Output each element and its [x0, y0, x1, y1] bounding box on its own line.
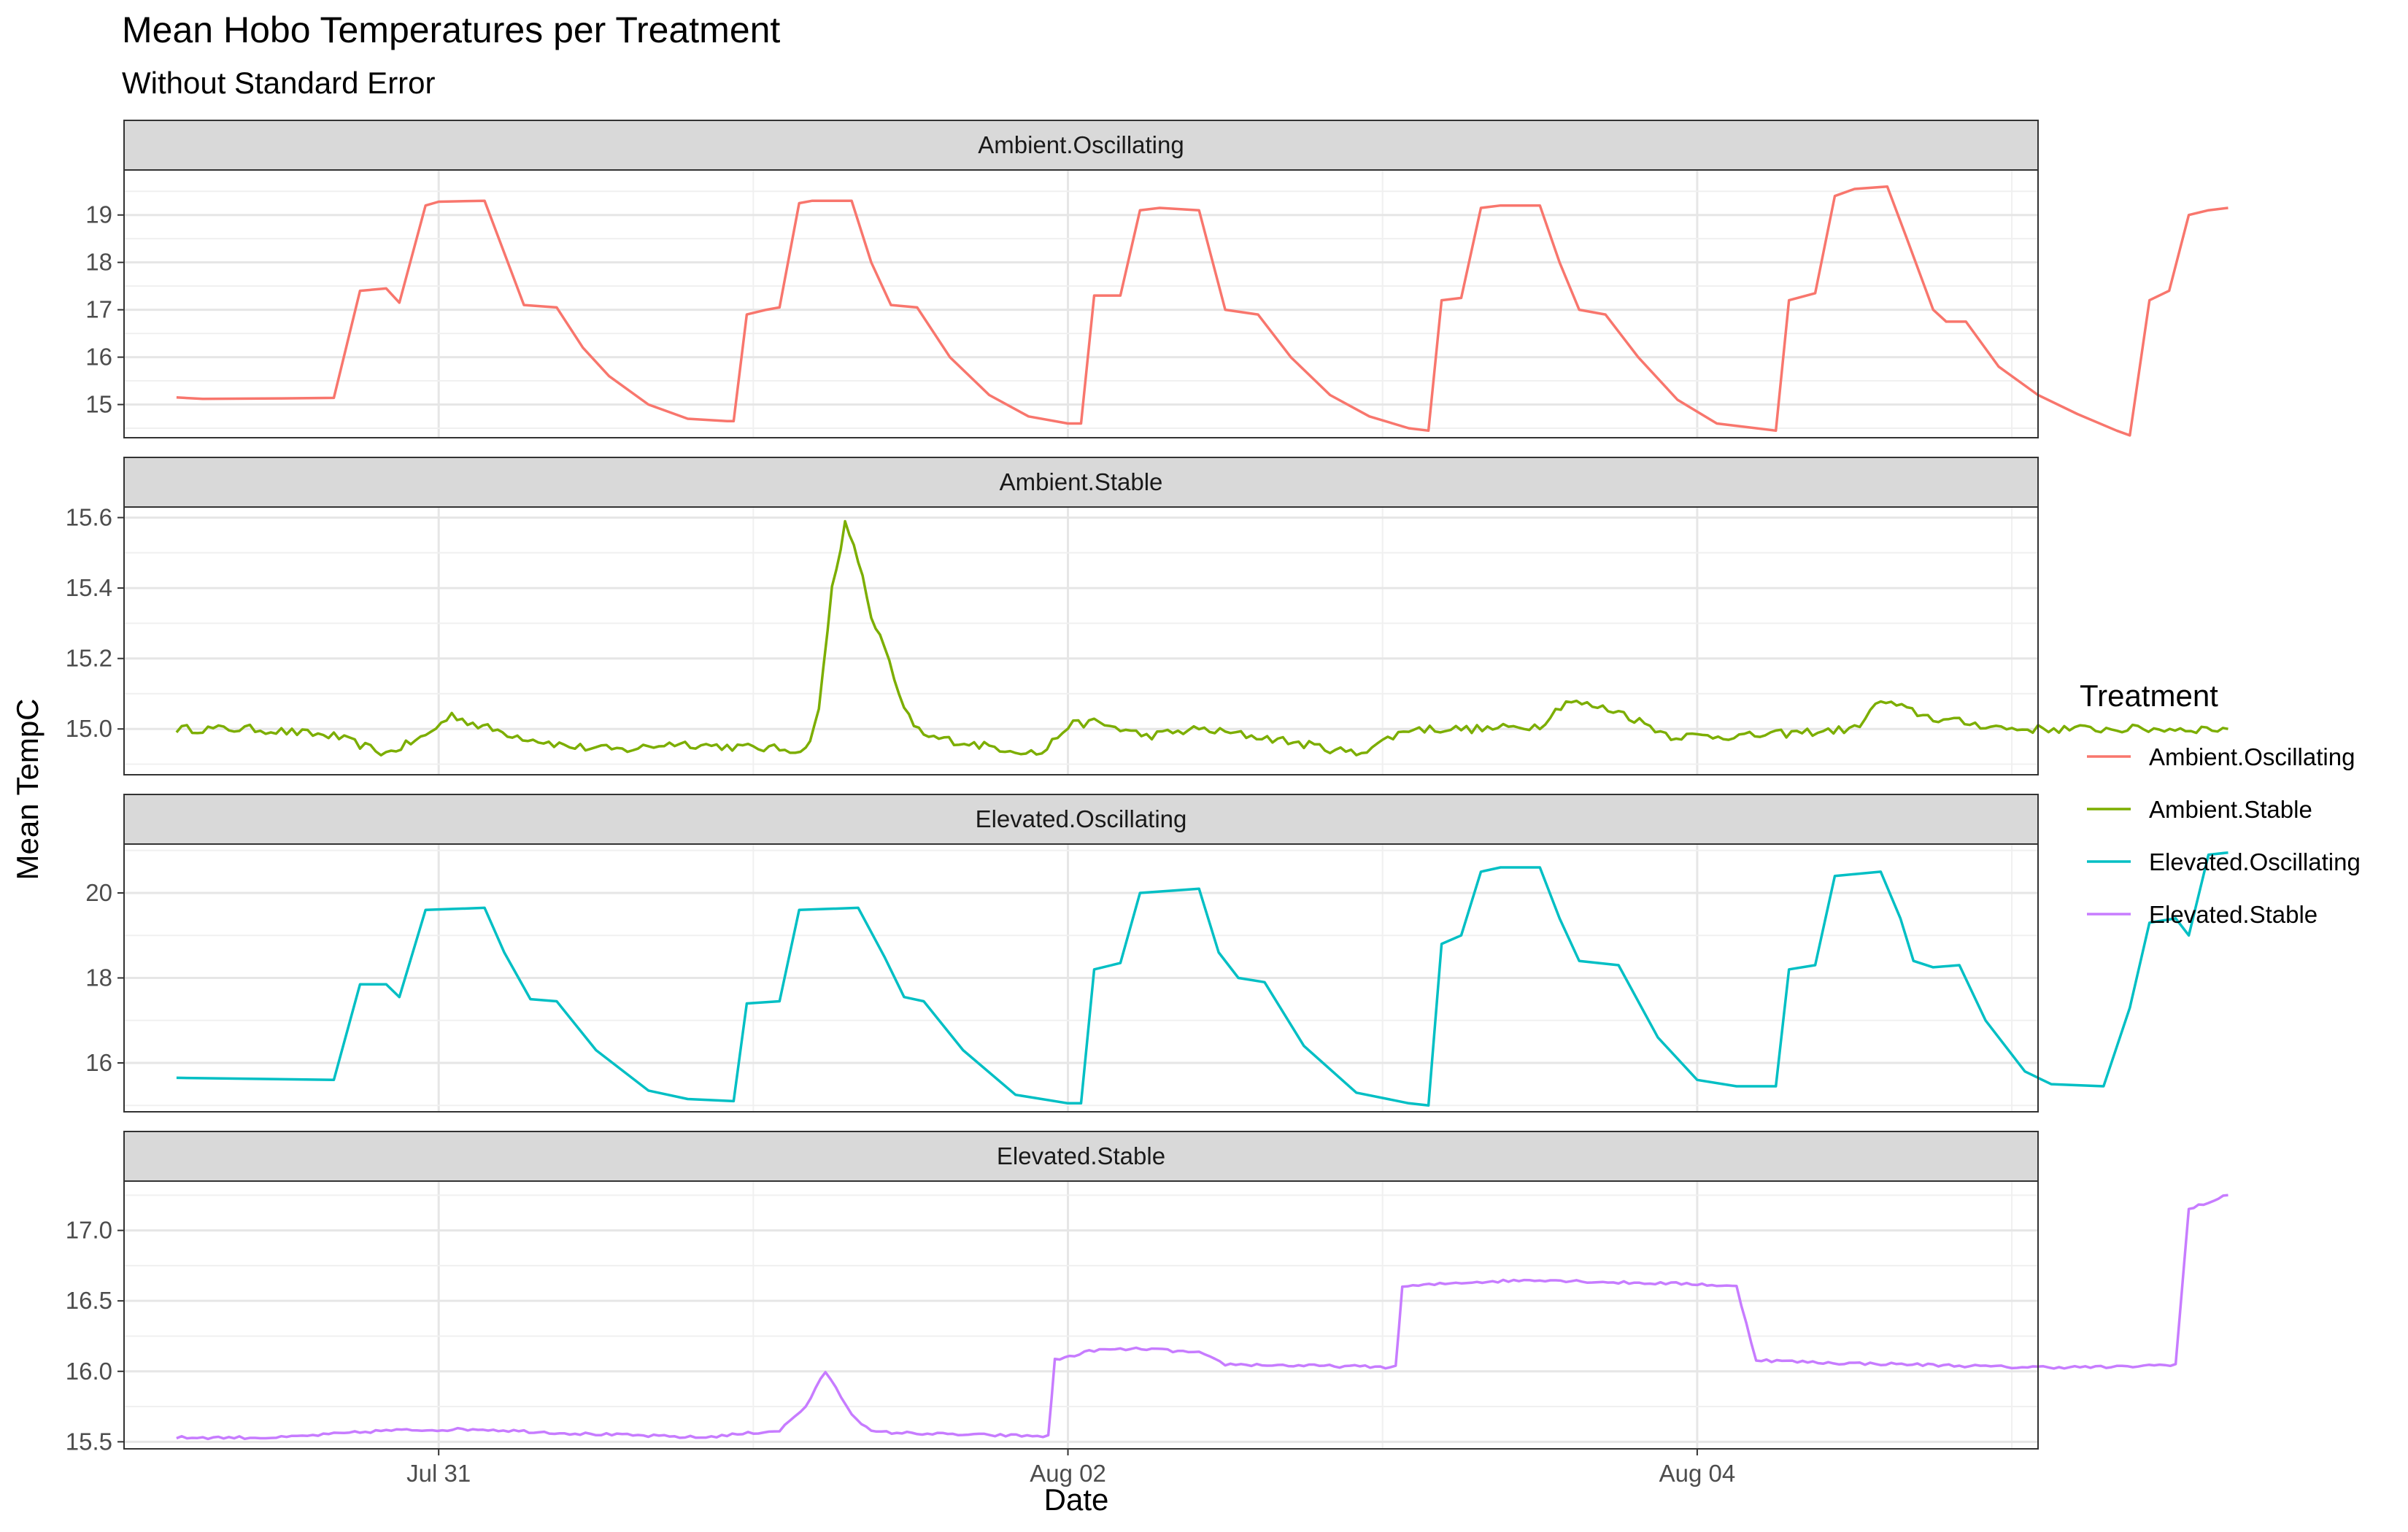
chart-title: Mean Hobo Temperatures per Treatment: [122, 9, 780, 50]
facet-strip: [123, 120, 2039, 171]
y-tick-label: 17.0: [66, 1217, 112, 1244]
y-tick-label: 16.0: [66, 1358, 112, 1385]
facet-panel-elevated-oscillating: Elevated.Oscillating 16 18 20: [85, 794, 2228, 1113]
panel-border: [123, 1180, 2039, 1450]
legend-label: Elevated.Oscillating: [2149, 848, 2361, 875]
series-line-elevated-stable: [176, 1194, 2228, 1441]
y-axis-title: Mean TempC: [10, 698, 45, 880]
y-tick-label: 15: [85, 391, 112, 418]
panel-background: [124, 507, 2038, 775]
y-tick-label: 19: [85, 201, 112, 228]
y-tick-label: 18: [85, 249, 112, 276]
x-tick-label: Aug 04: [1659, 1460, 1736, 1487]
legend: Treatment Ambient.Oscillating Ambient.Sta…: [2080, 678, 2361, 928]
x-tick-label: Jul 31: [406, 1460, 471, 1487]
facet-strip: [123, 457, 2039, 508]
facet-panel-ambient-stable: Ambient.Stable 15.0 15.2 15.4 15.6: [66, 457, 2228, 775]
facet-panel-ambient-oscillating: Ambient.Oscillating 15 16 17 18 19: [85, 120, 2228, 438]
legend-label: Ambient.Stable: [2149, 796, 2312, 823]
y-tick-label: 18: [85, 964, 112, 991]
y-tick-label: 15.6: [66, 503, 112, 530]
panel-background: [124, 1181, 2038, 1449]
panel-background: [124, 170, 2038, 438]
y-tick-label: 16: [85, 344, 112, 371]
series-line-elevated-oscillating: [176, 851, 2228, 1107]
facet-panels: Ambient.Oscillating 15 16 17 18 19 Ambient.Sta…: [66, 120, 2228, 1455]
x-axis: Jul 31 Aug 02 Aug 04: [406, 1449, 1735, 1487]
y-tick-label: 15.0: [66, 715, 112, 742]
facet-strip-label: Ambient.Stable: [1000, 468, 1163, 495]
series-line-ambient-stable: [175, 519, 2228, 757]
facet-strip: [123, 794, 2039, 845]
y-tick-label: 15.5: [66, 1428, 112, 1455]
x-axis-title: Date: [1044, 1482, 1109, 1517]
y-tick-label: 16.5: [66, 1287, 112, 1314]
legend-label: Elevated.Stable: [2149, 901, 2318, 928]
panel-border: [123, 506, 2039, 775]
panel-border: [123, 843, 2039, 1113]
panel-border: [123, 169, 2039, 438]
y-tick-label: 15.4: [66, 574, 112, 601]
y-tick-label: 17: [85, 296, 112, 323]
facet-panel-elevated-stable: Elevated.Stable 15.5 16.0 16.5 17.0: [66, 1131, 2228, 1455]
facet-strip-label: Elevated.Oscillating: [976, 805, 1187, 832]
series-line-ambient-oscillating: [176, 185, 2228, 437]
facet-strip-label: Elevated.Stable: [997, 1142, 1165, 1169]
chart-subtitle: Without Standard Error: [122, 66, 436, 100]
y-tick-label: 20: [85, 879, 112, 906]
y-tick-label: 15.2: [66, 645, 112, 672]
y-tick-label: 16: [85, 1049, 112, 1076]
facet-strip-label: Ambient.Oscillating: [978, 131, 1184, 158]
legend-title: Treatment: [2080, 678, 2218, 713]
facet-strip: [123, 1131, 2039, 1182]
x-tick-label: Aug 02: [1030, 1460, 1106, 1487]
legend-label: Ambient.Oscillating: [2149, 743, 2355, 770]
